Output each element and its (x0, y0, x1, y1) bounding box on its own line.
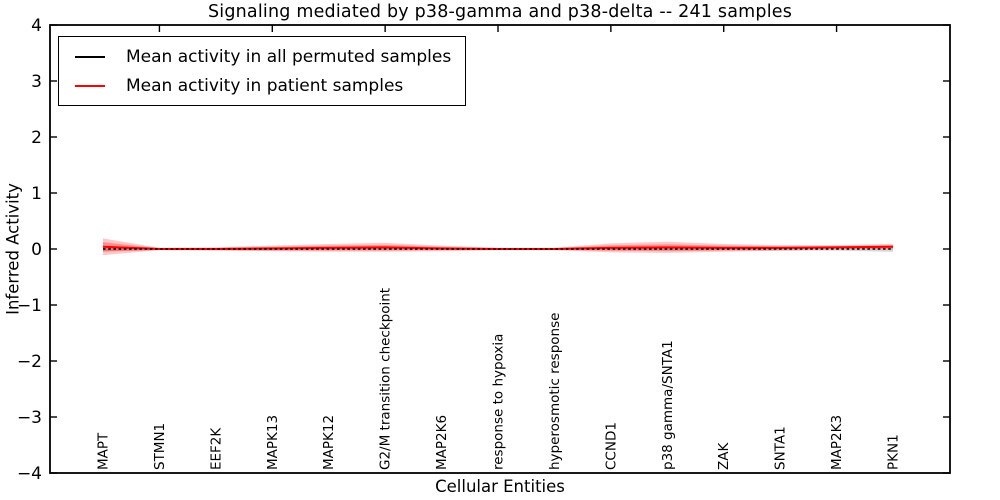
chart-title: Signaling mediated by p38-gamma and p38-… (207, 2, 793, 22)
y-tick-label: −2 (17, 352, 42, 372)
x-category-label: PKN1 (886, 434, 902, 470)
legend-label-patient: Mean activity in patient samples (126, 75, 404, 96)
x-category-label: response to hypoxia (491, 334, 507, 470)
x-category-label: EEF2K (208, 427, 224, 470)
x-category-label: MAP2K3 (829, 415, 845, 470)
x-category-label: MAPK13 (265, 415, 281, 470)
legend: Mean activity in all permuted samples Me… (58, 36, 467, 106)
x-category-label: STMN1 (152, 423, 168, 470)
y-tick-label: −3 (17, 408, 42, 428)
y-tick-label: −1 (17, 296, 42, 316)
legend-item-patient: Mean activity in patient samples (75, 72, 451, 99)
x-category-label: MAPK12 (321, 415, 337, 470)
x-category-label: p38 gamma/SNTA1 (660, 340, 676, 470)
y-tick-label: −4 (17, 464, 42, 484)
legend-line-sample-permuted (75, 55, 105, 58)
y-tick-label: 3 (31, 72, 42, 92)
legend-label-permuted: Mean activity in all permuted samples (126, 46, 452, 67)
legend-line-sample-patient (75, 84, 105, 87)
y-tick-label: 4 (31, 16, 42, 36)
y-axis-label: Inferred Activity (3, 183, 23, 315)
x-category-label: CCND1 (603, 422, 619, 470)
y-tick-label: 2 (31, 128, 42, 148)
x-axis-label: Cellular Entities (435, 477, 565, 496)
x-category-label: MAPT (96, 432, 112, 470)
y-tick-label: 0 (31, 240, 42, 260)
band-patient-outer (103, 238, 893, 256)
x-category-label: hyperosmotic response (547, 313, 563, 470)
y-tick-label: 1 (31, 184, 42, 204)
legend-item-permuted: Mean activity in all permuted samples (75, 43, 451, 70)
x-category-label: SNTA1 (773, 426, 789, 470)
x-category-label: ZAK (716, 442, 732, 470)
x-category-label: MAP2K6 (434, 415, 450, 470)
x-category-label: G2/M transition checkpoint (378, 288, 394, 470)
